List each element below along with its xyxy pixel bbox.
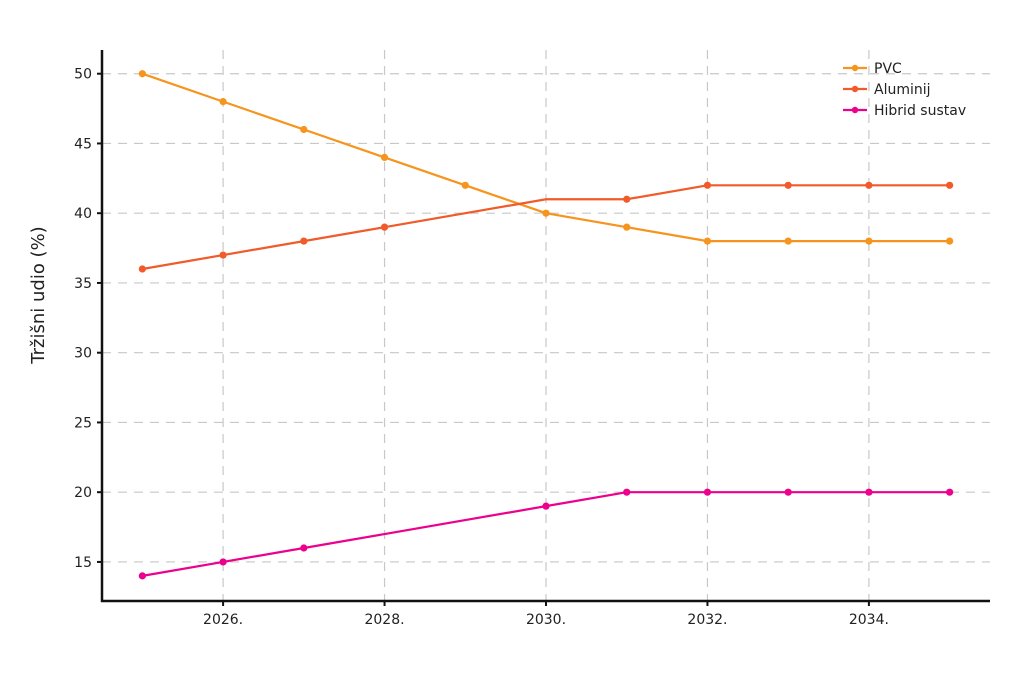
data-point-pvc: [865, 237, 873, 245]
y-tick-label: 35: [74, 276, 92, 292]
data-point-pvc: [703, 237, 712, 245]
data-point-hibrid-sustav: [219, 558, 227, 566]
x-tick-label: 2026.: [203, 612, 243, 628]
data-point-pvc: [946, 237, 954, 245]
series-line-aluminij: [142, 184, 950, 271]
x-tick-label: 2030.: [526, 612, 566, 628]
legend-label-aluminij: Aluminij: [874, 82, 931, 98]
legend-marker-pvc: [851, 64, 859, 72]
grid: [102, 50, 990, 601]
data-point-aluminij: [300, 237, 308, 245]
data-point-aluminij: [946, 181, 954, 189]
y-tick-label: 25: [74, 415, 92, 431]
data-point-aluminij: [865, 181, 873, 189]
y-tick-label: 45: [74, 136, 92, 152]
data-point-hibrid-sustav: [703, 488, 712, 496]
data-point-pvc: [784, 237, 792, 245]
x-tick-label: 2034.: [849, 612, 889, 628]
data-point-pvc: [461, 181, 469, 189]
data-point-hibrid-sustav: [542, 502, 550, 510]
legend-label-hibrid-sustav: Hibrid sustav: [874, 103, 966, 119]
y-tick-label: 30: [74, 346, 92, 362]
legend-label-pvc: PVC: [874, 61, 902, 77]
data-point-hibrid-sustav: [946, 488, 954, 496]
y-tick-label: 20: [74, 485, 92, 501]
legend-marker-hibrid-sustav: [851, 106, 859, 114]
data-point-pvc: [219, 98, 227, 106]
legend: PVC Aluminij Hibrid sustav: [843, 61, 966, 119]
data-point-aluminij: [703, 181, 712, 189]
y-tick-label: 15: [74, 555, 92, 571]
legend-marker-aluminij: [851, 85, 859, 93]
data-point-pvc: [138, 70, 146, 78]
data-point-hibrid-sustav: [138, 572, 146, 580]
data-point-pvc: [300, 125, 308, 134]
data-point-aluminij: [623, 195, 631, 203]
x-tick-label: 2028.: [364, 612, 404, 628]
data-point-hibrid-sustav: [623, 488, 631, 496]
data-point-hibrid-sustav: [865, 488, 873, 496]
data-point-hibrid-sustav: [300, 544, 308, 552]
y-tick-label: 40: [74, 206, 92, 222]
data-point-aluminij: [784, 181, 792, 189]
data-point-aluminij: [138, 265, 146, 273]
data-point-pvc: [542, 209, 550, 217]
y-tick-label: 50: [74, 67, 92, 83]
x-tick-label: 2032.: [687, 612, 727, 628]
data-point-aluminij: [380, 223, 389, 231]
data-point-pvc: [380, 153, 389, 162]
data-point-hibrid-sustav: [784, 488, 792, 496]
axes: 15 20 25 30 35 40 45 50 2026. 2028. 2030. 2032. 2034…: [74, 50, 990, 628]
y-axis-label: Tržišni udio (%): [28, 226, 49, 364]
series-group: [138, 70, 954, 580]
data-point-aluminij: [219, 251, 227, 259]
data-point-pvc: [623, 223, 631, 231]
